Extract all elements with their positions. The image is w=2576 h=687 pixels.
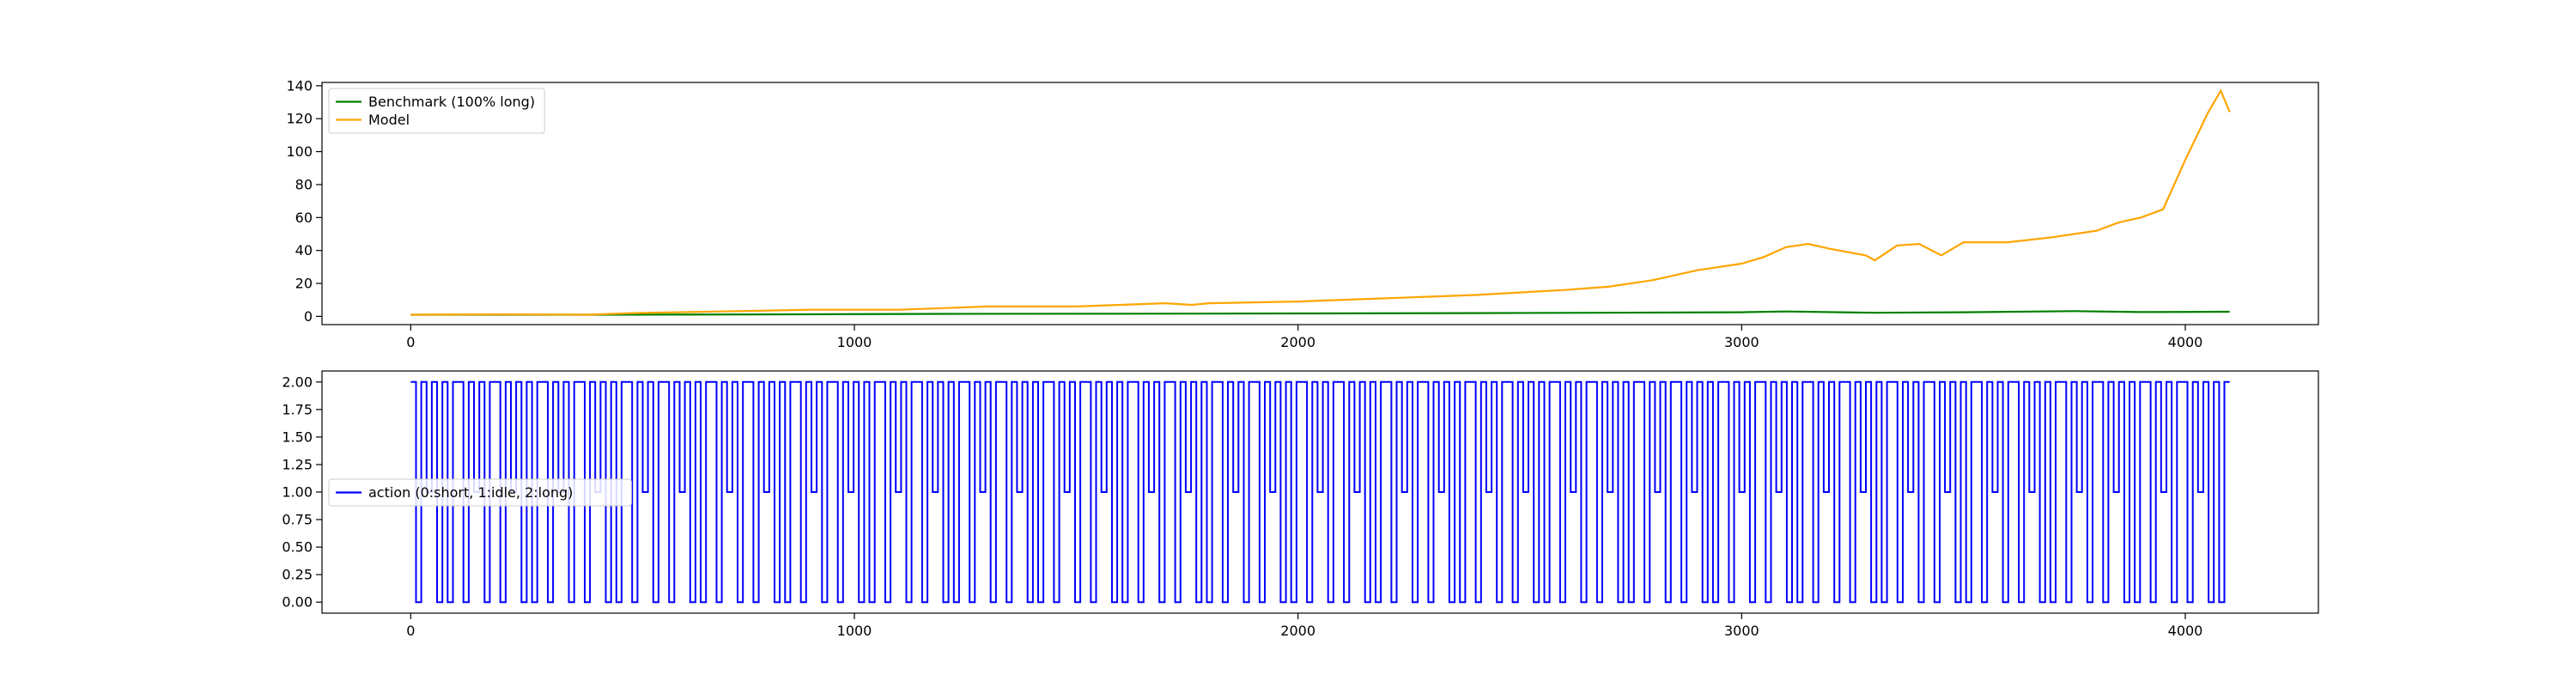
series-line-benchmark	[410, 310, 2230, 316]
y-tick-label: 140	[286, 77, 313, 94]
y-tick-label: 80	[295, 176, 313, 192]
y-tick-label: 120	[286, 111, 313, 127]
series-line-model	[410, 88, 2231, 316]
value-legend: Benchmark (100% long) Model	[328, 88, 545, 134]
legend-box	[328, 478, 632, 507]
x-tick-label: 0	[406, 334, 415, 350]
action-y-axis: 0.00 0.25 0.50 0.75 1.00 1.25 1.50 1.75 2.00	[282, 374, 322, 611]
legend-box	[328, 88, 545, 134]
y-tick-label: 100	[286, 143, 313, 160]
value-series-layer	[410, 88, 2231, 316]
x-tick-label: 1000	[837, 334, 872, 350]
action-legend: action (0:short, 1:idle, 2:long)	[328, 478, 632, 507]
x-tick-label: 4000	[2168, 334, 2203, 350]
y-tick-label: 1.25	[282, 456, 313, 472]
action-chart-frame	[321, 370, 2319, 614]
action-chart: 0.00 0.25 0.50 0.75 1.00 1.25 1.50 1.75 2.00 0 10…	[282, 370, 2319, 639]
y-tick-label: 1.00	[282, 484, 313, 501]
x-tick-label: 2000	[1280, 334, 1315, 350]
series-line-action	[410, 380, 2230, 604]
y-tick-label: 0.25	[282, 567, 313, 583]
x-tick-label: 4000	[2168, 623, 2203, 639]
x-tick-label: 0	[406, 623, 415, 639]
y-tick-label: 20	[295, 276, 313, 292]
x-tick-label: 3000	[1724, 623, 1759, 639]
legend-label: action (0:short, 1:idle, 2:long)	[368, 484, 573, 501]
y-tick-label: 1.75	[282, 401, 313, 417]
y-tick-label: 1.50	[282, 429, 313, 445]
value-chart-frame	[321, 82, 2319, 325]
y-tick-label: 2.00	[282, 374, 313, 390]
y-tick-label: 0.50	[282, 539, 313, 556]
value-chart: 0 20 40 60 80 100 120 140 0 1000 2000 3000 4000 Ben…	[286, 77, 2319, 350]
x-tick-label: 1000	[837, 623, 872, 639]
value-y-axis: 0 20 40 60 80 100 120 140	[286, 77, 322, 325]
y-tick-label: 0.75	[282, 512, 313, 528]
value-x-axis: 0 1000 2000 3000 4000	[406, 325, 2202, 350]
action-series-layer	[410, 380, 2230, 604]
y-tick-label: 0.00	[282, 594, 313, 611]
x-tick-label: 3000	[1724, 334, 1759, 350]
y-tick-label: 60	[295, 210, 313, 226]
x-tick-label: 2000	[1280, 623, 1315, 639]
y-tick-label: 40	[295, 242, 313, 258]
action-x-axis: 0 1000 2000 3000 4000	[406, 613, 2202, 639]
y-tick-label: 0	[304, 308, 313, 325]
legend-label: Model	[368, 112, 410, 128]
legend-label: Benchmark (100% long)	[368, 94, 535, 110]
